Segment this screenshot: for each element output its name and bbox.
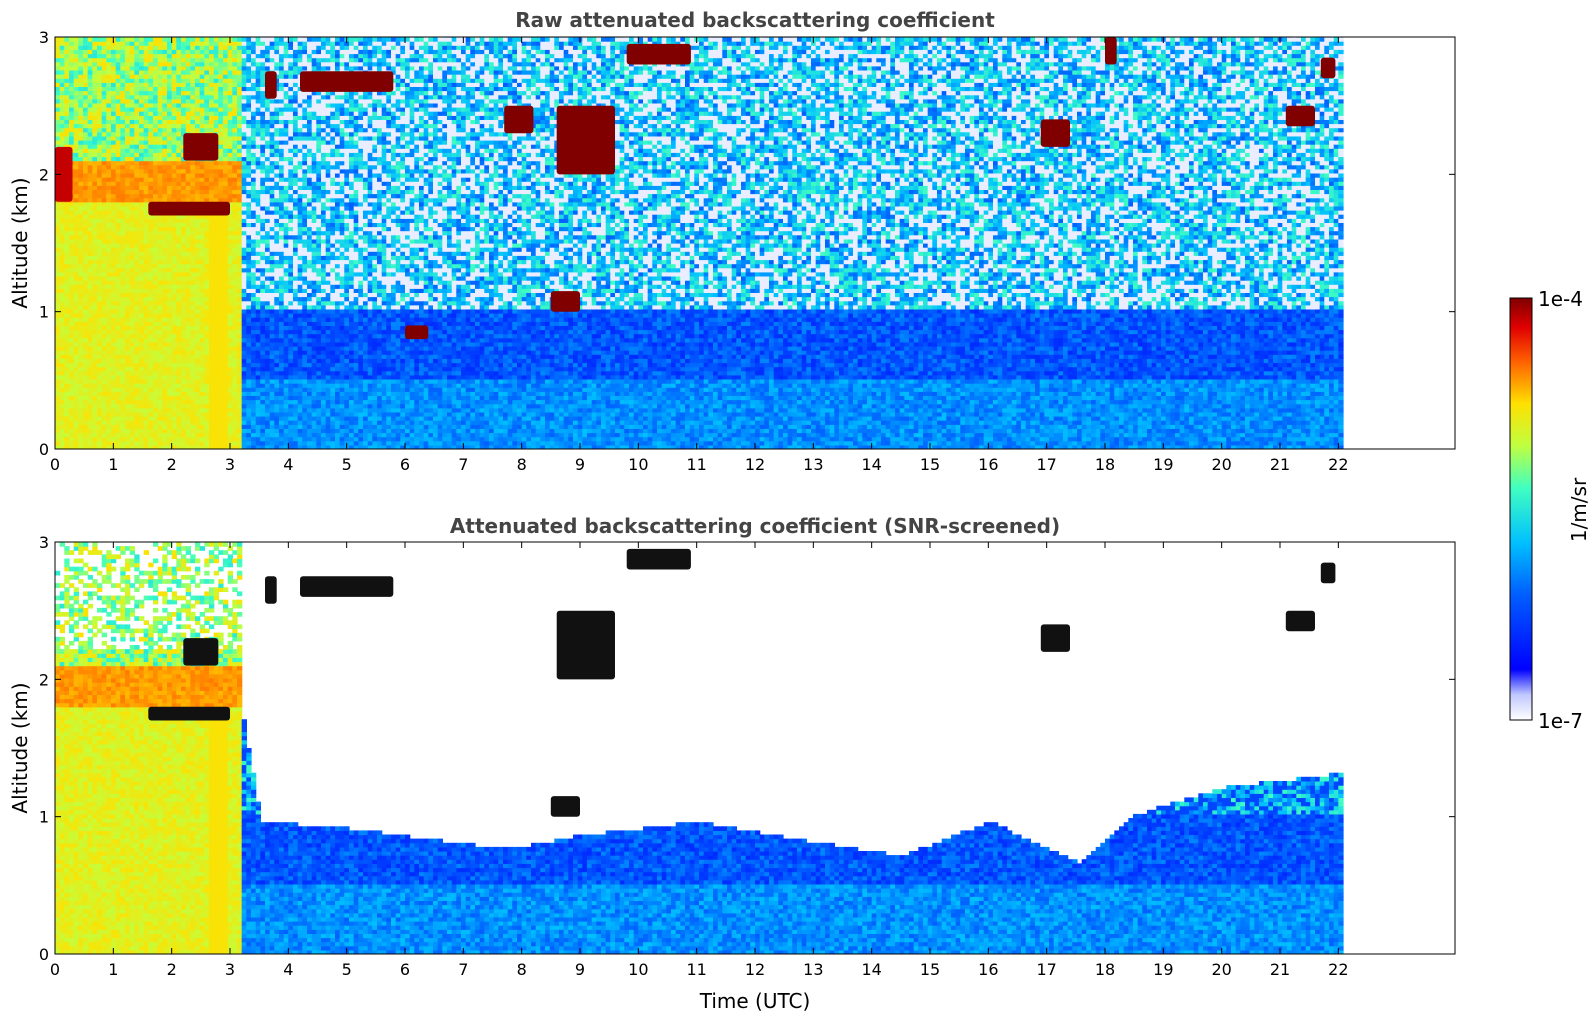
cloud-layer bbox=[265, 576, 277, 604]
cloud-layer bbox=[627, 44, 691, 65]
cloud-layer bbox=[627, 549, 691, 570]
cloud-layer bbox=[557, 106, 615, 175]
x-tick-label: 10 bbox=[628, 960, 648, 979]
cloud-layer bbox=[1321, 58, 1336, 79]
x-tick-label: 3 bbox=[225, 455, 235, 474]
cloud-layer bbox=[551, 796, 580, 817]
y-tick-label: 0 bbox=[39, 945, 49, 964]
x-tick-label: 22 bbox=[1328, 960, 1348, 979]
x-tick-label: 14 bbox=[861, 960, 881, 979]
chart-title: Raw attenuated backscattering coefficien… bbox=[515, 8, 995, 32]
x-tick-label: 11 bbox=[686, 455, 706, 474]
x-tick-label: 15 bbox=[920, 455, 940, 474]
y-tick-label: 1 bbox=[39, 808, 49, 827]
cloud-layer bbox=[300, 71, 393, 92]
y-tick-label: 2 bbox=[39, 165, 49, 184]
heatmap-raw bbox=[55, 33, 1344, 450]
chart-title: Attenuated backscattering coefficient (S… bbox=[450, 514, 1060, 538]
cloud-layer bbox=[1286, 611, 1315, 632]
x-tick-label: 0 bbox=[50, 455, 60, 474]
x-tick-label: 18 bbox=[1095, 960, 1115, 979]
x-tick-label: 7 bbox=[458, 960, 468, 979]
cloud-layer bbox=[1041, 624, 1070, 652]
colorbar-min-label: 1e-7 bbox=[1538, 709, 1583, 733]
y-axis-label: Altitude (km) bbox=[8, 682, 32, 813]
x-tick-label: 8 bbox=[517, 455, 527, 474]
x-tick-label: 21 bbox=[1270, 455, 1290, 474]
x-tick-label: 18 bbox=[1095, 455, 1115, 474]
colorbar-unit-label: 1/m/sr bbox=[1567, 477, 1591, 542]
y-tick-label: 1 bbox=[39, 303, 49, 322]
x-tick-label: 5 bbox=[342, 455, 352, 474]
y-tick-label: 0 bbox=[39, 440, 49, 459]
x-tick-label: 2 bbox=[167, 455, 177, 474]
x-tick-label: 13 bbox=[803, 455, 823, 474]
cloud-layer bbox=[1321, 563, 1336, 584]
cloud-layer bbox=[183, 638, 218, 666]
x-tick-label: 22 bbox=[1328, 455, 1348, 474]
y-axis-label: Altitude (km) bbox=[8, 177, 32, 308]
colorbar-gradient bbox=[1510, 298, 1532, 720]
chart-screened: Attenuated backscattering coefficient (S… bbox=[8, 514, 1455, 1013]
x-tick-label: 21 bbox=[1270, 960, 1290, 979]
x-tick-label: 11 bbox=[686, 960, 706, 979]
cloud-layer bbox=[1041, 119, 1070, 146]
cloud-layer bbox=[551, 291, 580, 312]
heatmap-screened bbox=[55, 538, 1344, 955]
colorbar: 1e-4 1e-7 1/m/sr bbox=[1510, 287, 1591, 733]
y-tick-label: 3 bbox=[39, 28, 49, 47]
x-tick-label: 15 bbox=[920, 960, 940, 979]
x-tick-label: 1 bbox=[108, 455, 118, 474]
cloud-layer bbox=[148, 202, 230, 216]
x-tick-label: 4 bbox=[283, 455, 293, 474]
x-tick-label: 2 bbox=[167, 960, 177, 979]
x-tick-label: 14 bbox=[861, 455, 881, 474]
x-tick-label: 6 bbox=[400, 455, 410, 474]
x-tick-label: 4 bbox=[283, 960, 293, 979]
x-tick-label: 1 bbox=[108, 960, 118, 979]
x-tick-label: 7 bbox=[458, 455, 468, 474]
x-tick-label: 20 bbox=[1211, 960, 1231, 979]
x-tick-label: 19 bbox=[1153, 455, 1173, 474]
cloud-layer bbox=[504, 106, 533, 134]
x-tick-label: 17 bbox=[1036, 960, 1056, 979]
cloud-layer bbox=[405, 325, 428, 339]
x-tick-label: 8 bbox=[517, 960, 527, 979]
x-tick-label: 16 bbox=[978, 455, 998, 474]
cloud-layer bbox=[1105, 37, 1117, 65]
x-tick-label: 0 bbox=[50, 960, 60, 979]
cloud-layer bbox=[265, 71, 277, 99]
x-tick-label: 9 bbox=[575, 960, 585, 979]
cloud-layer bbox=[557, 611, 615, 680]
x-tick-label: 5 bbox=[342, 960, 352, 979]
x-tick-label: 20 bbox=[1211, 455, 1231, 474]
y-tick-label: 2 bbox=[39, 670, 49, 689]
x-tick-label: 10 bbox=[628, 455, 648, 474]
cloud-layer bbox=[1286, 106, 1315, 127]
colorbar-max-label: 1e-4 bbox=[1538, 287, 1583, 311]
x-tick-label: 3 bbox=[225, 960, 235, 979]
x-tick-label: 17 bbox=[1036, 455, 1056, 474]
cloud-layer bbox=[148, 707, 230, 721]
cloud-layer bbox=[183, 133, 218, 161]
x-axis-label: Time (UTC) bbox=[699, 989, 811, 1013]
chart-raw: Raw attenuated backscattering coefficien… bbox=[8, 8, 1455, 474]
x-tick-label: 19 bbox=[1153, 960, 1173, 979]
x-tick-label: 6 bbox=[400, 960, 410, 979]
x-tick-label: 12 bbox=[745, 455, 765, 474]
lidar-figure: Raw attenuated backscattering coefficien… bbox=[0, 0, 1595, 1020]
y-tick-label: 3 bbox=[39, 533, 49, 552]
x-tick-label: 12 bbox=[745, 960, 765, 979]
x-tick-label: 9 bbox=[575, 455, 585, 474]
x-tick-label: 16 bbox=[978, 960, 998, 979]
x-tick-label: 13 bbox=[803, 960, 823, 979]
cloud-layer bbox=[300, 576, 393, 597]
